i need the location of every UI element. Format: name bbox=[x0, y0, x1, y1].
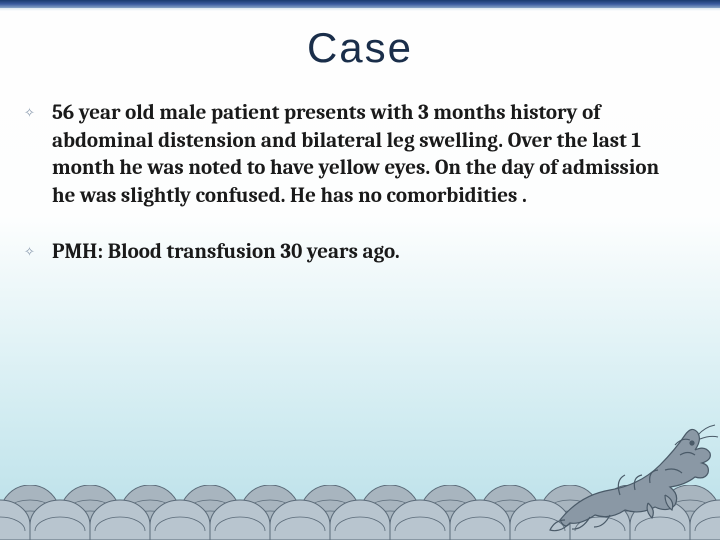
top-accent-bar bbox=[0, 0, 720, 8]
top-highlight bbox=[0, 8, 720, 11]
bullet-text: PMH: Blood transfusion 30 years ago. bbox=[52, 239, 680, 267]
bullet-text: 56 year old male patient presents with 3… bbox=[52, 100, 680, 211]
wave-pattern-icon bbox=[0, 485, 720, 540]
dragon-icon bbox=[520, 420, 720, 540]
slide-title: Case bbox=[0, 24, 720, 72]
diamond-bullet-icon: ✧ bbox=[24, 106, 38, 119]
bullet-item: ✧ PMH: Blood transfusion 30 years ago. bbox=[24, 239, 680, 267]
diamond-bullet-icon: ✧ bbox=[24, 245, 38, 258]
bottom-decoration bbox=[0, 420, 720, 540]
bullet-item: ✧ 56 year old male patient presents with… bbox=[24, 100, 680, 211]
content-area: ✧ 56 year old male patient presents with… bbox=[24, 100, 680, 295]
